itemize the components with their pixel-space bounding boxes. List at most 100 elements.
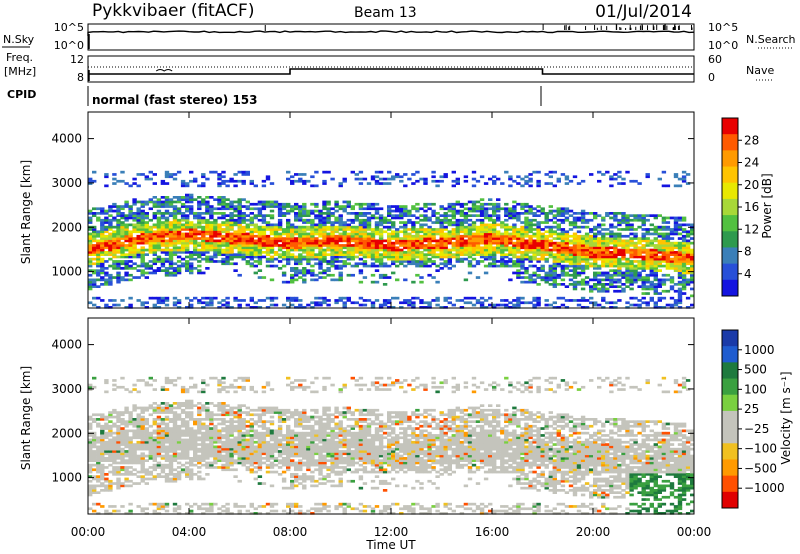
- velocity-cell: [160, 505, 166, 508]
- power-cell: [152, 303, 157, 307]
- power-cell: [500, 182, 505, 185]
- power-cell: [374, 179, 380, 183]
- power-cell: [213, 253, 218, 256]
- power-cell: [685, 260, 691, 263]
- power-cell: [160, 221, 166, 224]
- power-cell: [483, 237, 489, 240]
- power-cell: [100, 278, 105, 282]
- power-cell: [318, 239, 323, 243]
- power-cell: [496, 237, 501, 240]
- power-cell: [435, 218, 440, 222]
- colorbar-swatch: [722, 182, 738, 200]
- power-cell: [677, 289, 683, 293]
- power-cell: [488, 232, 493, 236]
- power-cell: [350, 230, 355, 234]
- power-cell: [685, 244, 691, 247]
- velocity-cell: [185, 413, 190, 417]
- power-cell: [370, 303, 376, 307]
- power-cell: [144, 264, 149, 268]
- power-cell: [225, 255, 230, 259]
- power-cell: [669, 262, 675, 266]
- power-cell: [108, 244, 113, 247]
- velocity-cell: [88, 459, 93, 462]
- power-cell: [415, 296, 420, 300]
- power-cell: [112, 173, 117, 176]
- power-cell: [455, 255, 460, 259]
- velocity-cell: [148, 376, 153, 380]
- power-cell: [451, 264, 456, 268]
- power-cell: [221, 248, 226, 252]
- power-cell: [92, 283, 97, 286]
- power-cell: [269, 182, 275, 185]
- power-cell: [249, 228, 254, 231]
- power-cell: [419, 214, 424, 217]
- power-cell: [637, 246, 642, 250]
- power-cell: [237, 248, 242, 252]
- velocity-cell: [92, 475, 97, 478]
- power-cell: [290, 239, 295, 243]
- power-cell: [443, 218, 448, 222]
- power-cell: [504, 202, 509, 206]
- power-cell: [572, 221, 578, 224]
- velocity-cell: [124, 388, 129, 391]
- power-cell: [463, 234, 469, 238]
- power-cell: [580, 283, 586, 286]
- power-cell: [201, 296, 206, 300]
- velocity-cell: [100, 454, 105, 458]
- power-cell: [576, 212, 582, 215]
- power-cell: [685, 234, 691, 238]
- velocity-cell: [168, 404, 174, 407]
- power-cell: [629, 218, 634, 222]
- power-cell: [257, 260, 263, 263]
- power-cell: [294, 232, 299, 236]
- power-cell: [532, 223, 537, 227]
- power-cell: [253, 202, 258, 206]
- power-cell: [172, 232, 178, 236]
- power-cell: [576, 264, 582, 268]
- power-cell: [197, 218, 202, 222]
- power-cell: [673, 303, 679, 307]
- power-cell: [576, 241, 582, 245]
- power-cell: [669, 232, 675, 236]
- power-cell: [197, 214, 202, 217]
- power-cell: [310, 223, 315, 227]
- power-cell: [370, 232, 376, 236]
- power-cell: [306, 262, 311, 266]
- power-cell: [245, 214, 250, 217]
- power-cell: [334, 239, 339, 243]
- power-cell: [128, 260, 133, 263]
- power-cell: [257, 269, 263, 272]
- power-cell: [205, 209, 210, 213]
- velocity-cell: [152, 438, 157, 442]
- power-cell: [346, 241, 351, 245]
- velocity-cell: [132, 408, 137, 412]
- power-cell: [463, 251, 469, 254]
- power-cell: [528, 246, 533, 250]
- power-cell: [411, 260, 416, 263]
- power-cell: [265, 200, 271, 204]
- power-cell: [277, 260, 283, 263]
- power-cell: [536, 241, 541, 245]
- power-cell: [189, 262, 194, 266]
- power-cell: [467, 246, 473, 250]
- velocity-cell: [140, 445, 145, 449]
- velocity-cell: [148, 450, 153, 453]
- power-cell: [576, 216, 582, 220]
- velocity-cell: [164, 381, 170, 385]
- power-cell: [431, 248, 436, 252]
- power-cell: [677, 255, 683, 259]
- power-cell: [88, 283, 93, 286]
- power-cell: [516, 232, 521, 236]
- power-cell: [221, 170, 226, 174]
- velocity-cell: [112, 509, 117, 513]
- power-cell: [540, 264, 545, 268]
- power-cell: [124, 264, 129, 268]
- velocity-cell: [116, 457, 121, 460]
- power-cell: [180, 234, 186, 238]
- power-cell: [633, 255, 638, 259]
- velocity-cell: [144, 482, 149, 485]
- power-cell: [467, 244, 473, 247]
- power-cell: [148, 246, 153, 250]
- power-cell: [564, 209, 570, 213]
- power-cell: [382, 283, 388, 286]
